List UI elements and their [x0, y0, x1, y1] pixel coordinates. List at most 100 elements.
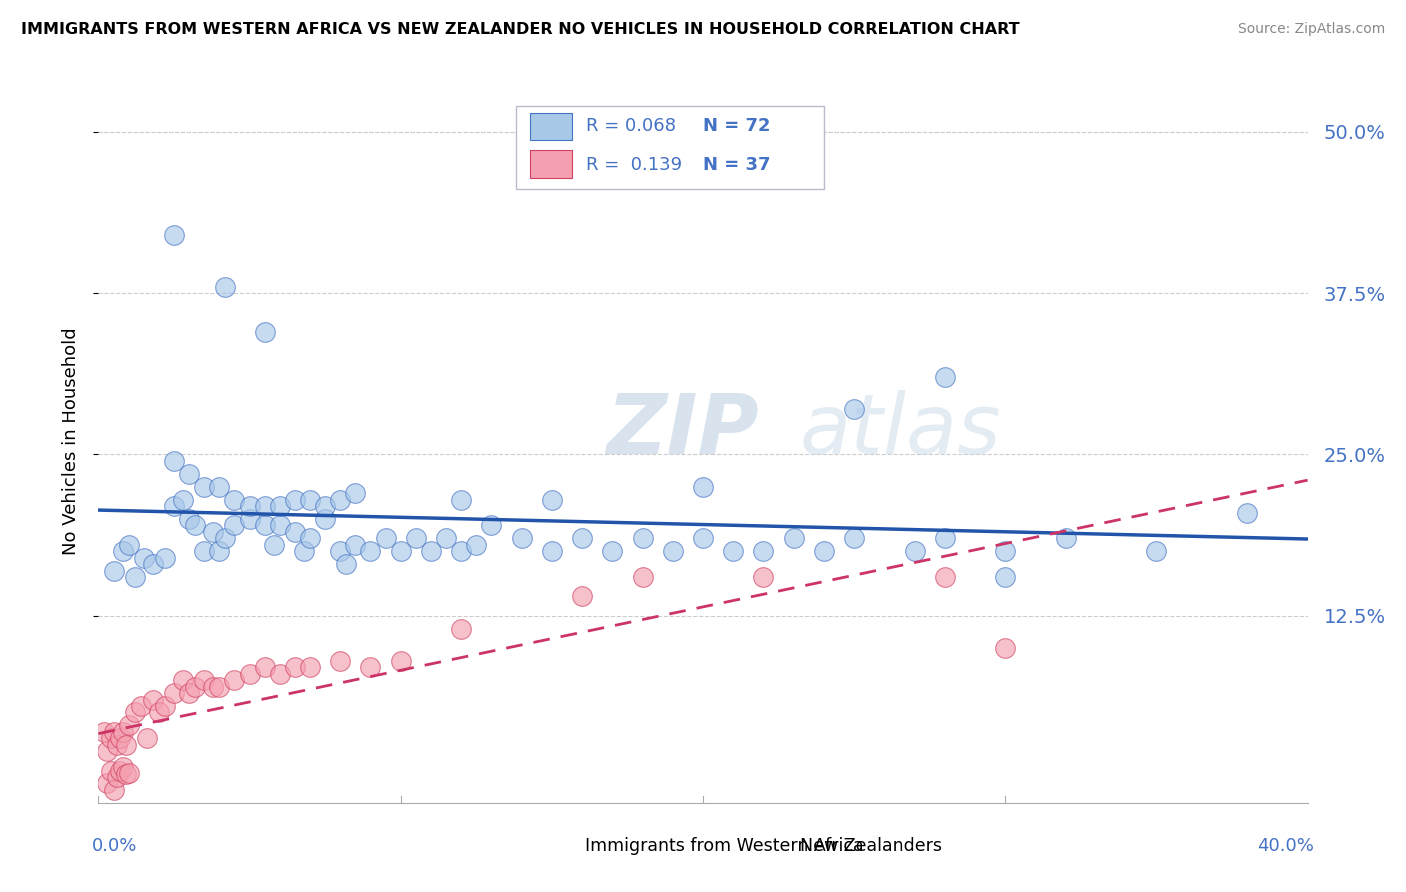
- Point: [108, 731, 131, 746]
- Text: Source: ZipAtlas.com: Source: ZipAtlas.com: [1237, 22, 1385, 37]
- Point: [571, 531, 593, 545]
- Point: [135, 731, 157, 746]
- Point: [100, 731, 122, 746]
- Point: [844, 402, 866, 417]
- Point: [844, 531, 866, 545]
- Point: [994, 544, 1017, 558]
- Point: [540, 544, 562, 558]
- Point: [752, 570, 775, 584]
- Point: [329, 544, 352, 558]
- Point: [105, 738, 128, 752]
- Point: [184, 680, 207, 694]
- Point: [163, 499, 186, 513]
- Text: R = 0.068: R = 0.068: [586, 117, 676, 135]
- Point: [100, 764, 122, 778]
- Point: [111, 724, 134, 739]
- Point: [934, 570, 956, 584]
- Point: [239, 499, 262, 513]
- Point: [103, 783, 125, 797]
- Point: [172, 492, 194, 507]
- Point: [184, 518, 207, 533]
- Point: [329, 492, 352, 507]
- FancyBboxPatch shape: [758, 835, 794, 857]
- Point: [239, 666, 262, 681]
- Text: IMMIGRANTS FROM WESTERN AFRICA VS NEW ZEALANDER NO VEHICLES IN HOUSEHOLD CORRELA: IMMIGRANTS FROM WESTERN AFRICA VS NEW ZE…: [21, 22, 1019, 37]
- Y-axis label: No Vehicles in Household: No Vehicles in Household: [62, 327, 80, 556]
- Point: [111, 544, 134, 558]
- Point: [329, 654, 352, 668]
- Point: [299, 660, 322, 674]
- Point: [163, 686, 186, 700]
- Point: [124, 570, 146, 584]
- Point: [450, 492, 472, 507]
- Point: [118, 718, 141, 732]
- Point: [389, 544, 412, 558]
- Point: [179, 512, 201, 526]
- Point: [374, 531, 396, 545]
- Point: [510, 531, 533, 545]
- Point: [571, 590, 593, 604]
- Point: [360, 544, 382, 558]
- Point: [994, 640, 1017, 655]
- Text: atlas: atlas: [800, 390, 1001, 471]
- Point: [631, 570, 654, 584]
- Point: [540, 492, 562, 507]
- Point: [103, 564, 125, 578]
- Point: [96, 776, 118, 790]
- Point: [142, 692, 165, 706]
- Point: [132, 550, 155, 565]
- Point: [481, 518, 503, 533]
- Point: [1236, 506, 1258, 520]
- Point: [314, 499, 336, 513]
- Text: R =  0.139: R = 0.139: [586, 156, 682, 174]
- Point: [202, 680, 225, 694]
- Point: [269, 499, 291, 513]
- Point: [108, 764, 131, 778]
- FancyBboxPatch shape: [530, 151, 572, 178]
- Point: [224, 673, 246, 688]
- Point: [344, 538, 367, 552]
- Point: [224, 518, 246, 533]
- Point: [118, 766, 141, 780]
- Point: [179, 467, 201, 481]
- Point: [661, 544, 683, 558]
- Point: [299, 531, 322, 545]
- Point: [1054, 531, 1077, 545]
- Point: [142, 557, 165, 571]
- Point: [434, 531, 457, 545]
- Point: [208, 480, 231, 494]
- Point: [723, 544, 745, 558]
- Point: [314, 512, 336, 526]
- Point: [193, 544, 215, 558]
- Point: [783, 531, 806, 545]
- Point: [344, 486, 367, 500]
- Point: [360, 660, 382, 674]
- Point: [118, 538, 141, 552]
- FancyBboxPatch shape: [530, 112, 572, 140]
- Point: [994, 570, 1017, 584]
- Point: [124, 706, 146, 720]
- Point: [934, 370, 956, 384]
- Point: [208, 680, 231, 694]
- Text: 40.0%: 40.0%: [1257, 838, 1313, 855]
- Point: [239, 512, 262, 526]
- Text: ZIP: ZIP: [606, 390, 759, 471]
- Text: N = 37: N = 37: [703, 156, 770, 174]
- Point: [208, 544, 231, 558]
- Point: [602, 544, 624, 558]
- Point: [253, 499, 276, 513]
- Point: [335, 557, 357, 571]
- Point: [284, 524, 307, 539]
- Point: [148, 706, 170, 720]
- Text: Immigrants from Western Africa: Immigrants from Western Africa: [585, 838, 863, 855]
- Point: [96, 744, 118, 758]
- Point: [420, 544, 443, 558]
- Point: [105, 770, 128, 784]
- Point: [163, 454, 186, 468]
- Point: [214, 531, 236, 545]
- Point: [153, 550, 176, 565]
- Point: [465, 538, 488, 552]
- Point: [93, 724, 115, 739]
- Text: 0.0%: 0.0%: [93, 838, 138, 855]
- Point: [111, 760, 134, 774]
